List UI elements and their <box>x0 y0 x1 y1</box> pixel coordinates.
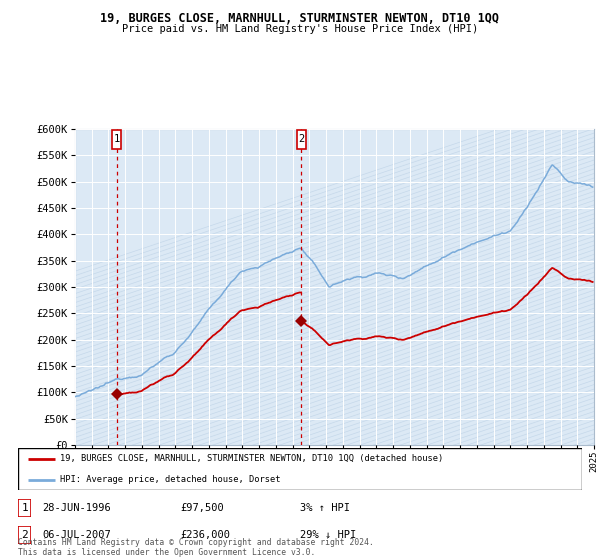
Text: Price paid vs. HM Land Registry's House Price Index (HPI): Price paid vs. HM Land Registry's House … <box>122 24 478 34</box>
FancyBboxPatch shape <box>296 130 306 148</box>
Text: 06-JUL-2007: 06-JUL-2007 <box>42 530 111 540</box>
Text: 3% ↑ HPI: 3% ↑ HPI <box>300 503 350 513</box>
Text: 1: 1 <box>21 503 28 513</box>
Text: 2: 2 <box>21 530 28 540</box>
Text: HPI: Average price, detached house, Dorset: HPI: Average price, detached house, Dors… <box>60 475 281 484</box>
Text: £97,500: £97,500 <box>180 503 224 513</box>
Text: 28-JUN-1996: 28-JUN-1996 <box>42 503 111 513</box>
Text: 19, BURGES CLOSE, MARNHULL, STURMINSTER NEWTON, DT10 1QQ: 19, BURGES CLOSE, MARNHULL, STURMINSTER … <box>101 12 499 25</box>
Text: £236,000: £236,000 <box>180 530 230 540</box>
Text: 2: 2 <box>298 134 304 144</box>
FancyBboxPatch shape <box>112 130 121 148</box>
Text: 29% ↓ HPI: 29% ↓ HPI <box>300 530 356 540</box>
Text: 1: 1 <box>113 134 120 144</box>
Text: 19, BURGES CLOSE, MARNHULL, STURMINSTER NEWTON, DT10 1QQ (detached house): 19, BURGES CLOSE, MARNHULL, STURMINSTER … <box>60 454 443 463</box>
Text: Contains HM Land Registry data © Crown copyright and database right 2024.
This d: Contains HM Land Registry data © Crown c… <box>18 538 374 557</box>
